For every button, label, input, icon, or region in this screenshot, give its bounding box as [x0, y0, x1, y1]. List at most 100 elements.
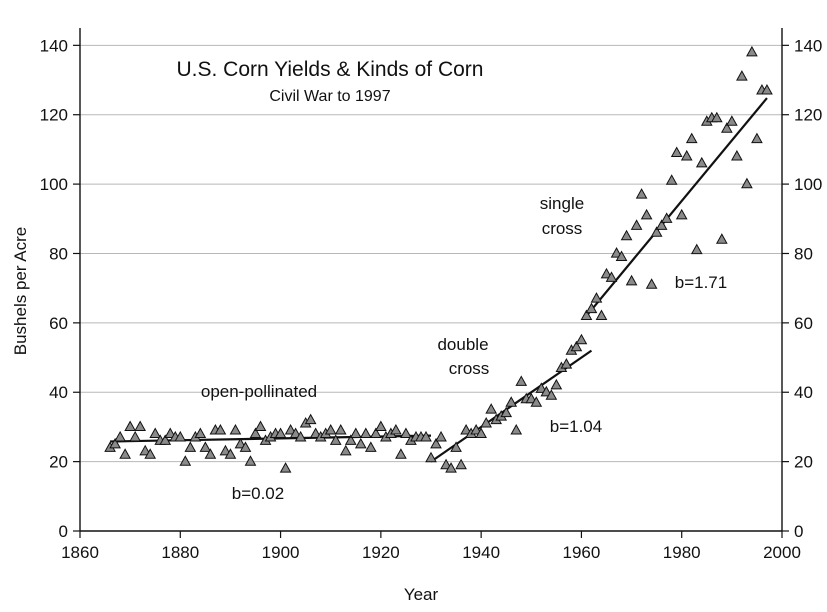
point-1933: [440, 458, 452, 470]
point-1903: [289, 427, 302, 438]
label-double-cross-2: cross: [449, 359, 490, 378]
y-tick-label-right-80: 80: [794, 244, 813, 263]
point-1957: [560, 358, 573, 369]
point-1988: [715, 233, 728, 244]
point-1972: [635, 188, 648, 199]
point-1971: [630, 219, 643, 230]
point-1995: [751, 132, 763, 144]
axis-ticks: 0 0 20 20 40 40 60 60 80 80 100 100 120 120 140 140 1860…: [40, 36, 823, 562]
point-1981: [680, 149, 693, 161]
point-1969: [620, 229, 633, 241]
point-1962: [585, 302, 598, 314]
point-1880: [174, 430, 187, 442]
point-1892: [234, 437, 247, 449]
point-1930: [425, 451, 437, 463]
x-axis-title: Year: [404, 585, 439, 604]
x-tick-label-1920: 1920: [362, 543, 400, 562]
chart-subtitle: Civil War to 1997: [269, 88, 390, 105]
point-1982: [685, 132, 698, 144]
point-1911: [329, 434, 342, 445]
point-1987: [710, 111, 723, 123]
point-1994: [746, 45, 758, 57]
label-double-slope: b=1.04: [550, 417, 602, 436]
point-1873: [139, 444, 152, 456]
y-tick-label-right-60: 60: [794, 314, 813, 333]
point-1871: [129, 430, 142, 442]
point-1983: [690, 243, 703, 255]
point-1980: [675, 208, 688, 220]
point-1891: [229, 423, 242, 435]
point-1874: [144, 448, 157, 459]
point-1920: [375, 420, 387, 432]
point-1885: [199, 441, 212, 452]
point-1978: [665, 174, 678, 185]
y-tick-label-right-20: 20: [794, 453, 813, 472]
point-1896: [254, 420, 267, 432]
y-tick-label-left-120: 120: [40, 106, 68, 125]
axes: [79, 28, 783, 532]
point-1966: [605, 271, 618, 282]
point-1878: [164, 427, 177, 438]
point-1910: [324, 423, 337, 435]
point-1997: [761, 84, 773, 95]
point-1893: [239, 441, 252, 452]
point-1868: [114, 430, 126, 442]
point-1935: [450, 441, 462, 452]
point-1968: [615, 250, 628, 262]
y-tick-label-left-60: 60: [49, 314, 68, 333]
point-1945: [500, 406, 513, 418]
point-1917: [359, 427, 372, 438]
point-1894: [244, 455, 257, 466]
trend-line-3: [585, 97, 768, 317]
point-1991: [731, 149, 743, 161]
point-1977: [660, 212, 673, 223]
point-1950: [525, 392, 538, 404]
point-1912: [334, 423, 347, 435]
point-1901: [279, 462, 292, 473]
label-double-cross-1: double: [437, 335, 488, 354]
point-1953: [540, 385, 553, 397]
point-1870: [124, 420, 136, 432]
point-1965: [600, 267, 613, 279]
point-1925: [400, 427, 412, 438]
point-1916: [354, 437, 367, 449]
point-1940: [475, 427, 487, 438]
point-1906: [304, 413, 317, 425]
point-1942: [485, 403, 498, 414]
point-1955: [550, 378, 563, 390]
point-1973: [640, 208, 653, 220]
label-single-cross-1: single: [540, 194, 584, 213]
y-tick-label-left-20: 20: [49, 453, 68, 472]
data-points: [104, 45, 773, 473]
point-1913: [339, 444, 352, 456]
point-1936: [455, 458, 467, 470]
x-tick-label-1940: 1940: [462, 543, 500, 562]
y-tick-label-left-80: 80: [49, 244, 68, 263]
point-1989: [720, 122, 733, 133]
y-tick-label-left-40: 40: [49, 383, 68, 402]
point-1890: [224, 448, 237, 459]
x-tick-label-1900: 1900: [262, 543, 300, 562]
point-1889: [219, 444, 232, 456]
point-1990: [726, 115, 738, 126]
label-single-cross-2: cross: [542, 219, 583, 238]
x-tick-label-1980: 1980: [663, 543, 701, 562]
point-1902: [284, 423, 297, 435]
point-1960: [575, 333, 588, 345]
point-1882: [184, 441, 197, 452]
y-tick-label-right-100: 100: [794, 175, 822, 194]
point-1984: [695, 156, 708, 168]
x-tick-label-1960: 1960: [563, 543, 601, 562]
point-1937: [460, 423, 472, 435]
point-1939: [470, 423, 482, 435]
y-tick-label-right-120: 120: [794, 106, 822, 125]
point-1974: [645, 278, 658, 289]
label-open-pollinated: open-pollinated: [201, 382, 317, 401]
point-1992: [736, 70, 748, 81]
point-1875: [149, 427, 162, 438]
point-1952: [535, 382, 548, 393]
point-1947: [510, 423, 523, 435]
point-1886: [204, 448, 217, 459]
point-1872: [134, 420, 147, 432]
